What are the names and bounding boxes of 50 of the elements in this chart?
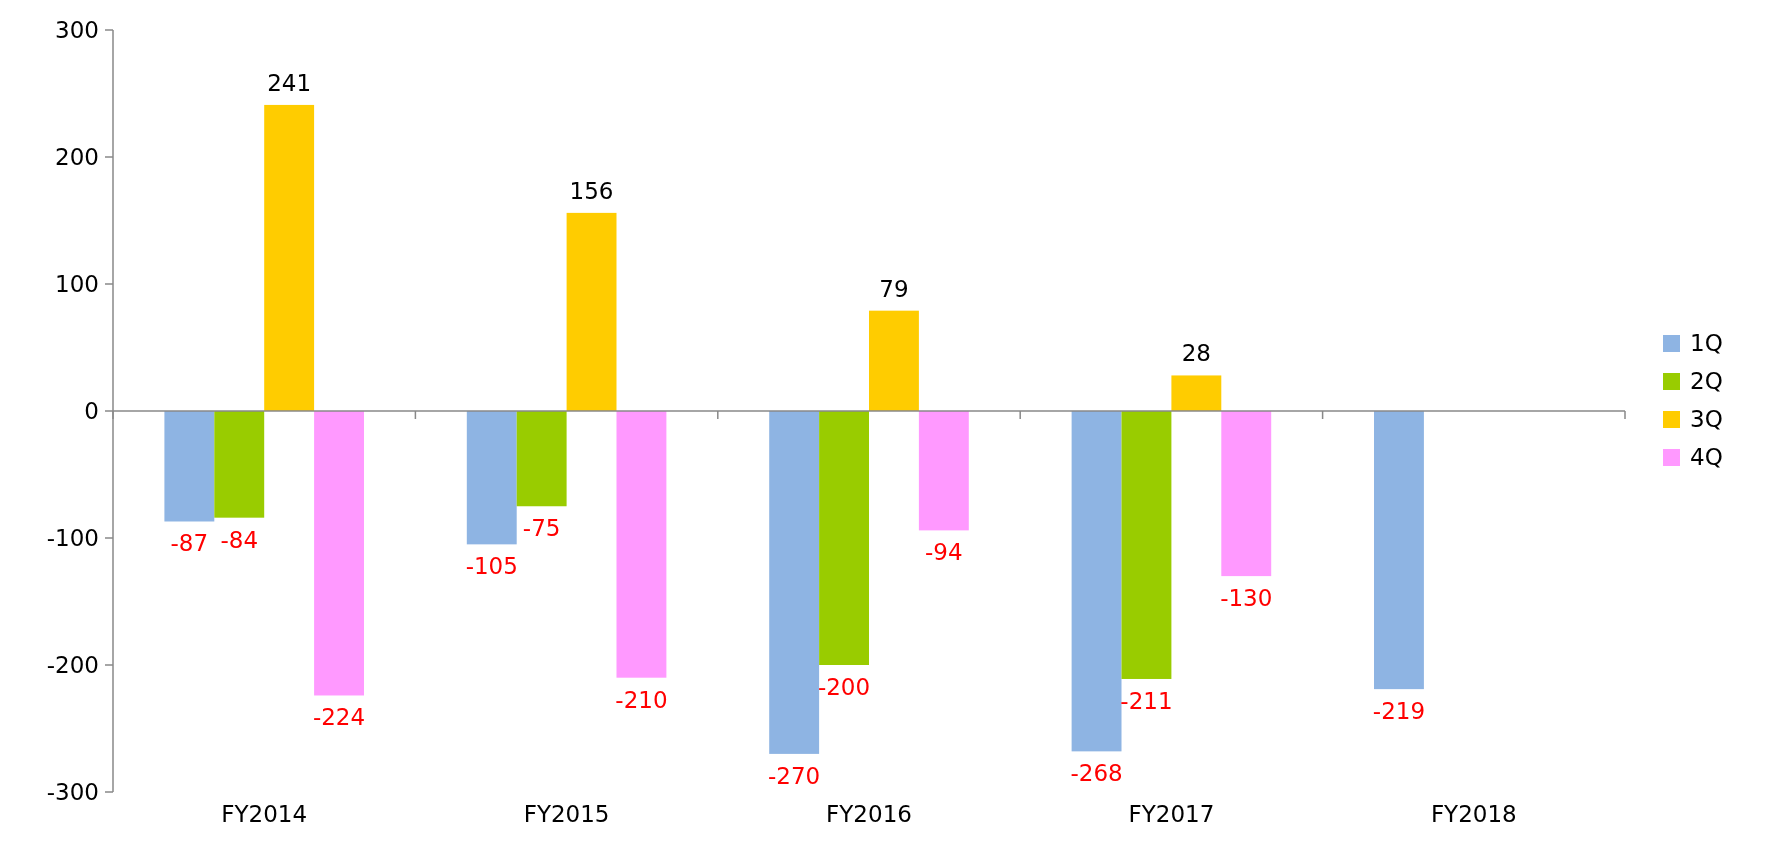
legend-label: 1Q — [1690, 330, 1723, 356]
data-label: -94 — [925, 539, 963, 566]
x-tick-label: FY2016 — [826, 801, 912, 827]
y-tick-label: 100 — [55, 271, 99, 297]
bar — [918, 411, 969, 531]
bar — [616, 411, 667, 678]
legend-label: 2Q — [1690, 368, 1723, 394]
data-label: 28 — [1181, 340, 1211, 367]
bar — [1171, 375, 1222, 411]
data-label: -105 — [465, 553, 518, 580]
bar — [314, 411, 364, 696]
data-label: -210 — [615, 686, 668, 713]
y-tick-label: 0 — [84, 398, 99, 424]
bar — [1121, 411, 1172, 679]
data-label: -75 — [522, 515, 561, 542]
data-label: 79 — [879, 275, 909, 302]
y-tick-label: -200 — [46, 652, 99, 678]
x-tick-label: FY2015 — [523, 801, 610, 827]
bar — [466, 411, 517, 545]
bar — [566, 212, 617, 411]
data-label: -200 — [817, 674, 871, 700]
data-label: -84 — [220, 526, 259, 553]
data-label: -224 — [312, 704, 366, 731]
data-label: -268 — [1070, 760, 1123, 787]
legend-label: 3Q — [1690, 406, 1723, 432]
x-tick-label: FY2018 — [1430, 801, 1517, 827]
data-label: -270 — [768, 762, 821, 789]
bar — [516, 411, 567, 507]
bar — [214, 411, 265, 518]
y-tick-label: -100 — [46, 525, 99, 551]
y-tick-label: 300 — [55, 17, 99, 43]
x-tick-label: FY2017 — [1128, 801, 1215, 827]
y-tick-label: 200 — [55, 144, 99, 170]
data-label: -130 — [1220, 585, 1273, 612]
bar — [1071, 411, 1122, 752]
y-tick-label: -300 — [46, 779, 99, 805]
bar — [869, 310, 919, 411]
legend-label: 4Q — [1690, 444, 1723, 470]
bar — [769, 411, 820, 754]
data-label: 156 — [569, 177, 614, 204]
data-label: -87 — [170, 530, 209, 557]
data-label: -211 — [1120, 687, 1173, 714]
data-label: -219 — [1372, 698, 1426, 725]
x-tick-label: FY2014 — [221, 801, 308, 827]
bar — [819, 411, 869, 665]
bar — [264, 104, 315, 411]
bar — [1374, 411, 1424, 690]
data-label: 241 — [267, 69, 312, 96]
bar — [164, 411, 215, 522]
bar — [1221, 411, 1272, 577]
